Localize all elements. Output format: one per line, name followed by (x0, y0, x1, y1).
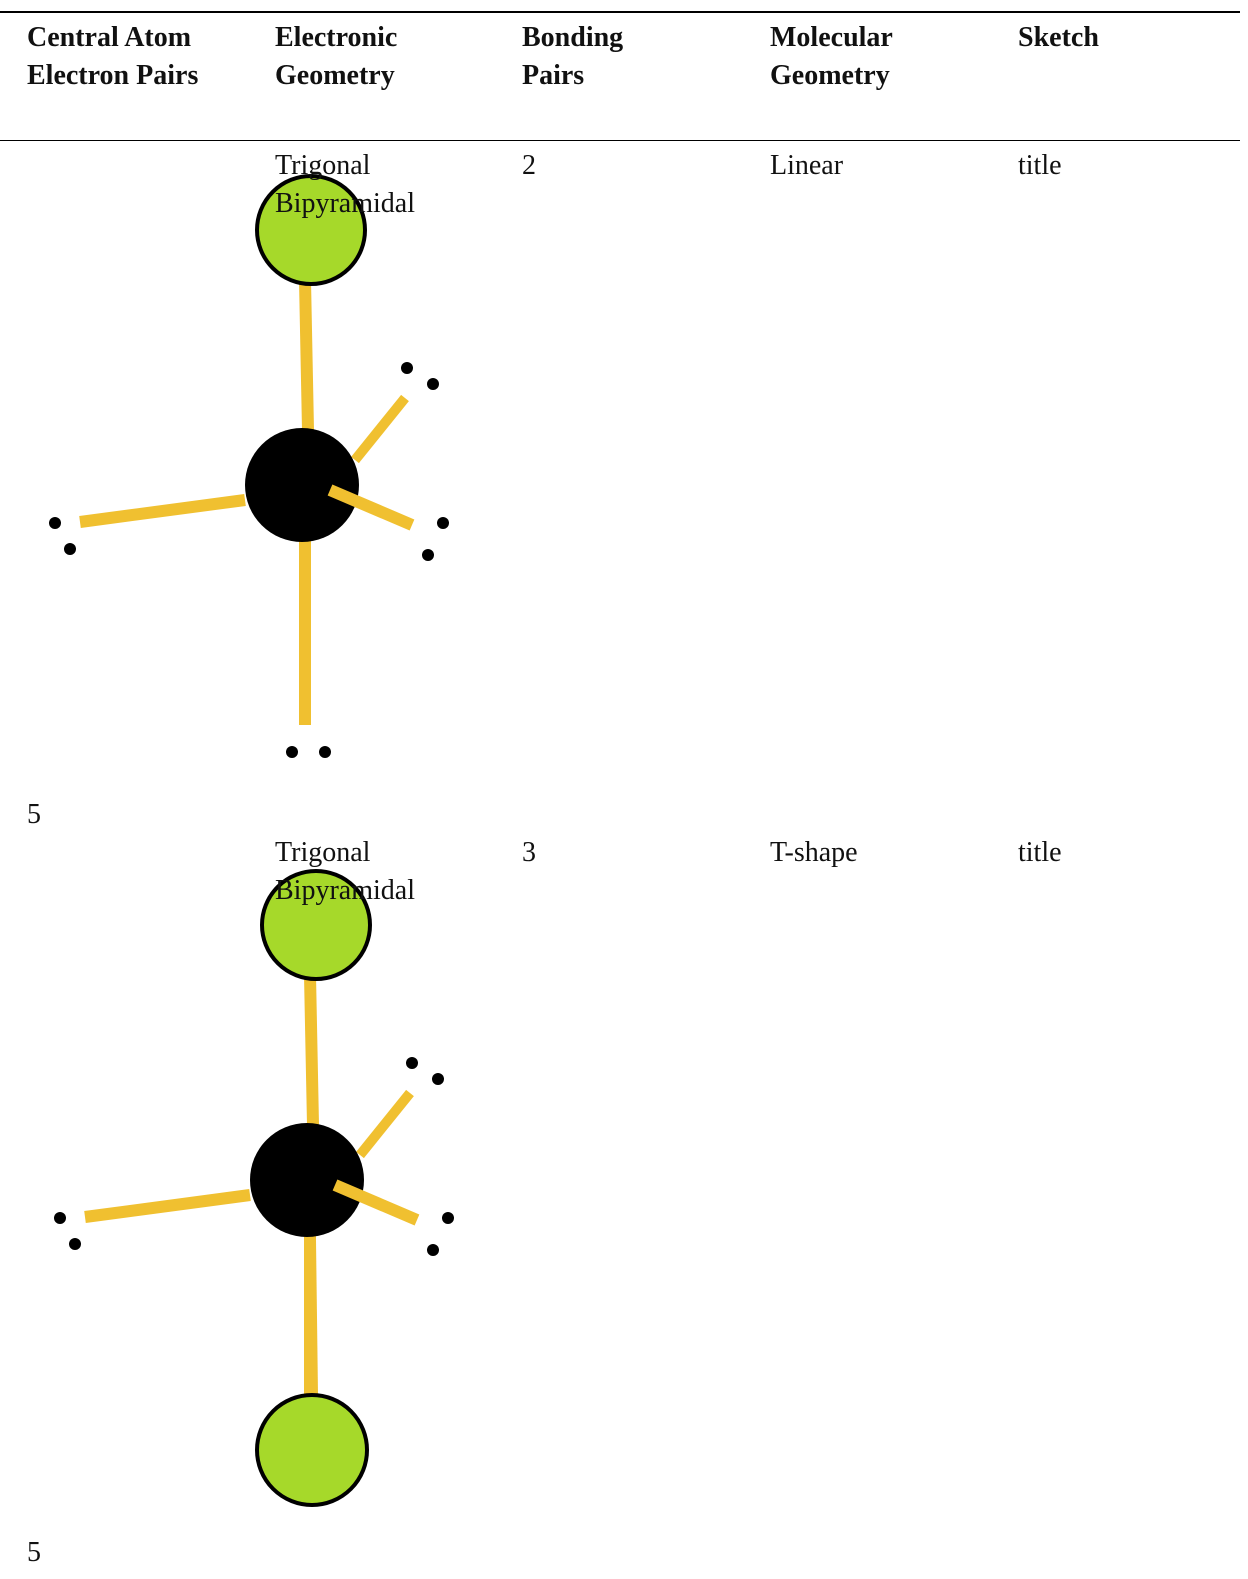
header-cell: Sketch (1018, 22, 1099, 53)
molecule-sketch (0, 0, 520, 758)
table-cell: 2 (522, 150, 536, 181)
molecule-sketch (0, 695, 520, 1507)
header-cell: Molecular Geometry (770, 22, 893, 91)
table-cell: 3 (522, 837, 536, 868)
table-cell: Trigonal Bipyramidal (275, 150, 415, 219)
table-cell: title (1018, 150, 1062, 181)
table-cell: title (1018, 837, 1062, 868)
table-cell: 5 (27, 799, 41, 830)
table-cell: Trigonal Bipyramidal (275, 837, 415, 906)
header-rule (0, 140, 1240, 141)
header-cell: Bonding Pairs (522, 22, 624, 91)
table-cell: 5 (27, 1537, 41, 1568)
table-cell: T-shape (770, 837, 858, 868)
top-rule (0, 11, 1240, 13)
header-cell: Electronic Geometry (275, 22, 398, 91)
table-cell: Linear (770, 150, 844, 181)
header-cell: Central Atom Electron Pairs (27, 22, 199, 91)
